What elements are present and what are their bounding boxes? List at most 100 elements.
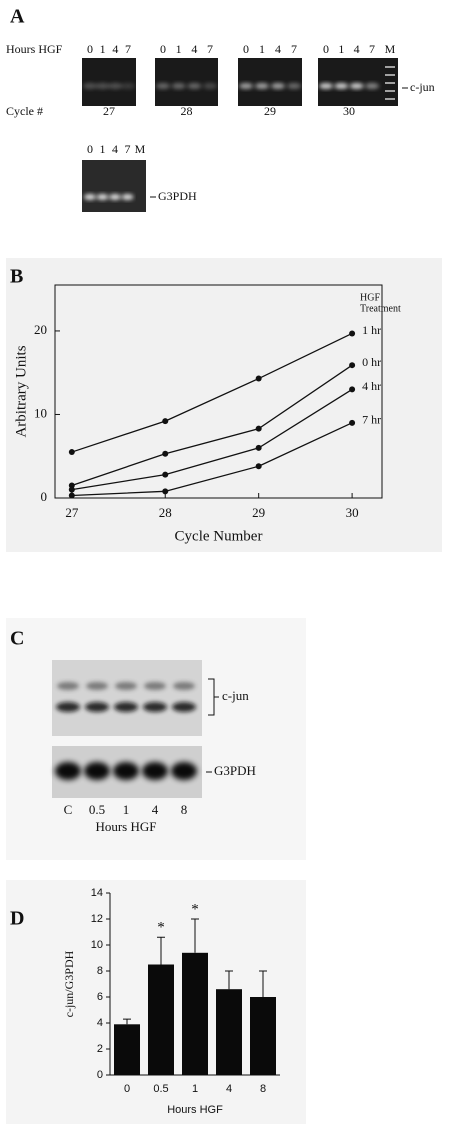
blot-band [84,762,110,780]
lane-label: C [64,802,73,817]
y-tick-label: 0 [41,489,48,504]
gel-band [203,83,217,89]
lane-label: 4 [112,142,118,156]
x-tick-label: 0 [124,1083,130,1095]
y-tick-label: 12 [91,913,103,925]
blot-band [114,702,138,712]
lane-label: 0 [323,42,329,56]
gel-band [96,194,109,200]
gel [318,58,398,106]
series-line [71,422,353,497]
gel-band [156,83,170,89]
gel-band [83,83,97,89]
y-tick-label: 8 [97,965,103,977]
panel-label: D [10,908,24,930]
bar [182,952,208,1075]
legend-title: Treatment [360,303,401,314]
x-tick-label: 30 [346,505,359,520]
lane-label: 7 [291,42,297,56]
blot-band [173,682,195,690]
series-label: 0 hr [362,355,381,369]
error-bar [191,918,199,953]
panel-b-background [6,258,442,552]
data-point [162,471,169,478]
blot [52,660,202,736]
lane-label: 4 [354,42,360,56]
lane-label: 1 [100,142,106,156]
data-point [68,492,75,499]
panel-c-background [6,618,306,860]
band-label: c-jun [222,688,249,703]
gel [82,58,136,106]
data-point [255,425,262,432]
data-point [255,375,262,382]
data-point [255,463,262,470]
gel-band [365,83,379,89]
blot-band [86,682,108,690]
y-tick-label: 4 [97,1017,103,1029]
blot-band [143,702,167,712]
significance-mark: * [157,920,165,936]
gel-band [334,83,349,89]
data-point [349,330,356,337]
lane-label: 7 [207,42,213,56]
bar [148,964,174,1075]
lane-label: 0 [87,142,93,156]
data-point [255,444,262,451]
bar [216,989,242,1075]
gel [155,58,218,106]
marker-band [385,74,395,76]
gel [238,58,302,106]
series-line [71,388,353,491]
lane-label: 1 [123,802,130,817]
y-tick-label: 10 [34,405,47,420]
y-tick-label: 0 [97,1069,103,1081]
cycle-label: 29 [264,104,276,118]
cycle-label: 28 [181,104,193,118]
y-axis-label: c-jun/G3PDH [62,950,76,1017]
lane-label: 0.5 [89,802,105,817]
y-tick-label: 2 [97,1043,103,1055]
series-line [71,364,353,487]
error-bar [123,1018,131,1025]
x-tick-label: 29 [252,505,265,520]
x-tick-label: 28 [159,505,172,520]
y-axis-label: Arbitrary Units [13,345,29,437]
data-point [349,419,356,426]
gel-band [121,194,134,200]
blot-band [85,702,109,712]
bar [114,1024,140,1075]
panel-label: A [10,6,25,28]
plot-frame [54,284,383,499]
gel-band [287,83,301,89]
cycle-row-label: Cycle # [6,104,43,118]
lane-label: 8 [181,802,188,817]
series-line [71,332,353,453]
lane-label: 1 [176,42,182,56]
lane-label: 1 [100,42,106,56]
significance-mark: * [191,901,199,917]
cycle-label: 27 [103,104,115,118]
x-tick-label: 1 [192,1083,198,1095]
gel-band [95,83,110,89]
data-point [68,449,75,456]
marker-band [385,66,395,68]
series-label: 1 hr [362,323,381,337]
x-tick-label: 0.5 [153,1083,168,1095]
lane-label: 4 [152,802,159,817]
y-tick-label: 14 [91,887,103,899]
marker-band [385,98,395,100]
gel-band [171,83,186,89]
lane-label: 4 [275,42,281,56]
gel-band [108,83,123,89]
marker-band [385,90,395,92]
gel-band [319,83,333,89]
gel-band [187,83,202,89]
gel-band [271,83,285,89]
blot-band [172,702,196,712]
lane-label: 4 [191,42,197,56]
series-label: 7 hr [362,413,381,427]
lane-label: M [385,42,396,56]
gel-band [121,83,135,89]
data-point [162,418,169,425]
